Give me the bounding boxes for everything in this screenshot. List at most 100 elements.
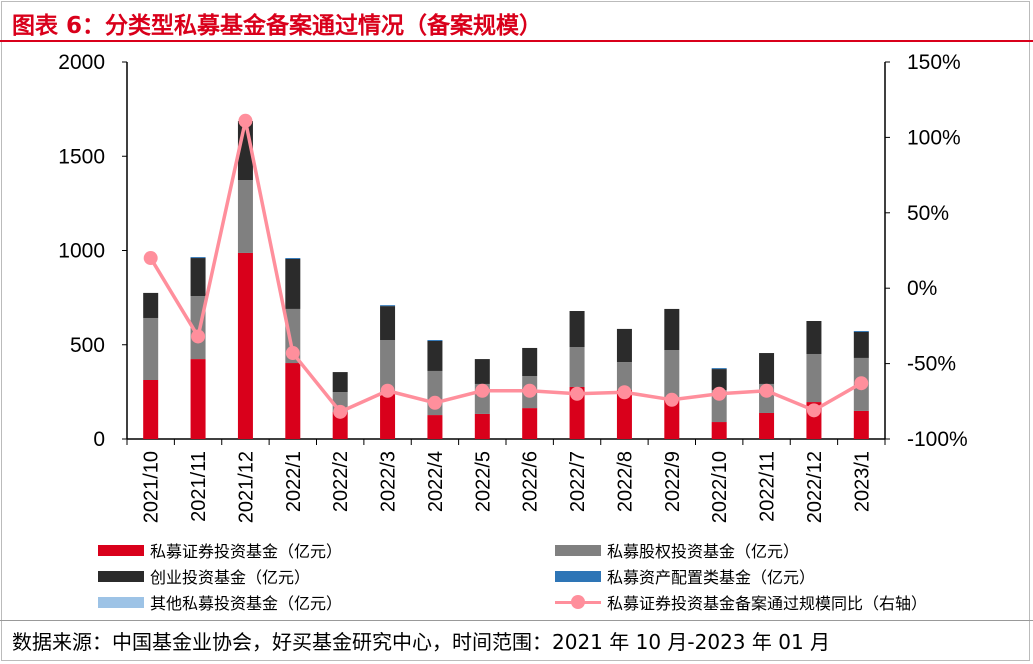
bar-segment	[806, 353, 822, 403]
yoy-marker	[759, 383, 774, 398]
legend-item: 创业投资基金（亿元）	[98, 564, 310, 588]
bar-segment	[474, 359, 490, 384]
legend-item: 私募证券投资基金备案通过规模同比（右轴）	[555, 590, 927, 614]
bar-segment	[332, 412, 348, 439]
x-tick-label: 2022/6	[520, 451, 542, 512]
legend-item: 私募证券投资基金（亿元）	[98, 538, 342, 562]
legend-label: 私募资产配置类基金（亿元）	[607, 568, 816, 587]
legend-item: 其他私募投资基金（亿元）	[98, 590, 342, 614]
yoy-marker	[712, 386, 727, 401]
yoy-marker	[191, 329, 206, 344]
bar-segment	[285, 363, 301, 439]
bar-segment	[569, 386, 585, 439]
left-tick-label: 2000	[58, 51, 105, 74]
left-tick-label: 1000	[58, 240, 105, 263]
bar-segment	[143, 379, 159, 439]
yoy-marker	[143, 251, 158, 266]
legend-swatch	[98, 596, 144, 608]
legend-item: 私募资产配置类基金（亿元）	[555, 564, 815, 588]
yoy-marker	[617, 385, 632, 400]
right-tick-label: 100%	[907, 126, 961, 149]
legend-label: 其他私募投资基金（亿元）	[150, 594, 343, 613]
bar-segment	[711, 422, 727, 439]
bar-segment	[285, 258, 301, 259]
right-tick-label: 0%	[907, 277, 937, 300]
yoy-marker	[570, 386, 585, 401]
legend-label: 创业投资基金（亿元）	[150, 568, 311, 587]
yoy-marker	[475, 383, 490, 398]
bar-segment	[711, 369, 727, 390]
title-divider	[0, 40, 1033, 42]
legend-label: 私募证券投资基金（亿元）	[150, 542, 343, 561]
yoy-marker	[238, 113, 253, 128]
bar-segment	[285, 258, 301, 309]
left-tick-label: 1500	[58, 145, 105, 168]
bar-segment	[190, 258, 206, 297]
bar-segment	[143, 292, 159, 318]
x-tick-label: 2022/11	[757, 451, 779, 522]
bar-segment	[853, 410, 869, 439]
yoy-line	[149, 120, 863, 415]
x-tick-label: 2022/8	[614, 451, 636, 512]
left-tick-label: 500	[70, 334, 105, 357]
yoy-marker	[664, 392, 679, 407]
bar-segment	[190, 359, 206, 439]
legend-line-swatch	[555, 595, 601, 609]
chart-svg: 0 500 1000 1500 2000 -100% -50% 0% 50% 100% 150% 20…	[58, 51, 968, 523]
chart-title: 图表 6：分类型私募基金备案通过情况（备案规模）	[12, 13, 543, 39]
x-tick-label: 2021/10	[141, 451, 163, 523]
bar-segment	[380, 340, 396, 394]
bar-segment	[759, 353, 775, 384]
yoy-marker	[333, 404, 348, 419]
bar-segment	[380, 305, 396, 307]
yoy-marker	[522, 383, 537, 398]
yoy-marker	[380, 383, 395, 398]
legend-swatch	[555, 570, 601, 582]
bar-segment	[664, 350, 680, 400]
bar-segment	[237, 252, 253, 439]
x-tick-label: 2021/11	[188, 451, 210, 522]
yoy-marker	[427, 395, 442, 410]
source-divider	[0, 620, 1033, 621]
bar-segment	[616, 328, 632, 363]
bar-segment	[806, 320, 822, 354]
x-tick-label: 2022/4	[425, 451, 447, 512]
source-note: 数据来源：中国基金业协会，好买基金研究中心，时间范围：2021 年 10 月-2…	[12, 630, 831, 654]
bar-segment	[664, 308, 680, 351]
bar-segment	[711, 368, 727, 370]
x-tick-label: 2022/9	[662, 451, 684, 512]
bar-segment	[522, 347, 538, 377]
bar-segment	[190, 257, 206, 259]
x-tick-label: 2022/10	[709, 451, 731, 523]
right-tick-label: 150%	[907, 51, 961, 74]
legend-item: 私募股权投资基金（亿元）	[555, 538, 799, 562]
x-tick-label: 2023/1	[851, 451, 873, 512]
bar-segment	[380, 393, 396, 439]
right-tick-label: -100%	[907, 428, 968, 451]
legend-swatch	[555, 544, 601, 556]
bar-segment	[569, 311, 585, 348]
yoy-marker	[854, 376, 869, 391]
right-tick-label: 50%	[907, 202, 949, 225]
bar-segment	[616, 362, 632, 390]
left-tick-label: 0	[93, 428, 105, 451]
x-tick-label: 2022/5	[472, 451, 494, 512]
x-tick-label: 2022/12	[804, 451, 826, 523]
legend-swatch	[98, 544, 144, 556]
bar-segment	[616, 389, 632, 439]
bar-segment	[853, 330, 869, 332]
bar-segment	[427, 415, 443, 439]
bar-segment	[759, 412, 775, 439]
legend-label: 私募股权投资基金（亿元）	[607, 542, 800, 561]
legend-swatch	[98, 570, 144, 582]
x-tick-label: 2022/3	[378, 451, 400, 512]
bar-segment	[664, 399, 680, 439]
yoy-marker	[285, 346, 300, 361]
legend-label: 私募证券投资基金备案通过规模同比（右轴）	[607, 594, 928, 613]
bar-segment	[853, 331, 869, 358]
bar-segment	[522, 408, 538, 439]
bar-segment	[474, 413, 490, 439]
x-tick-label: 2022/2	[330, 451, 352, 512]
